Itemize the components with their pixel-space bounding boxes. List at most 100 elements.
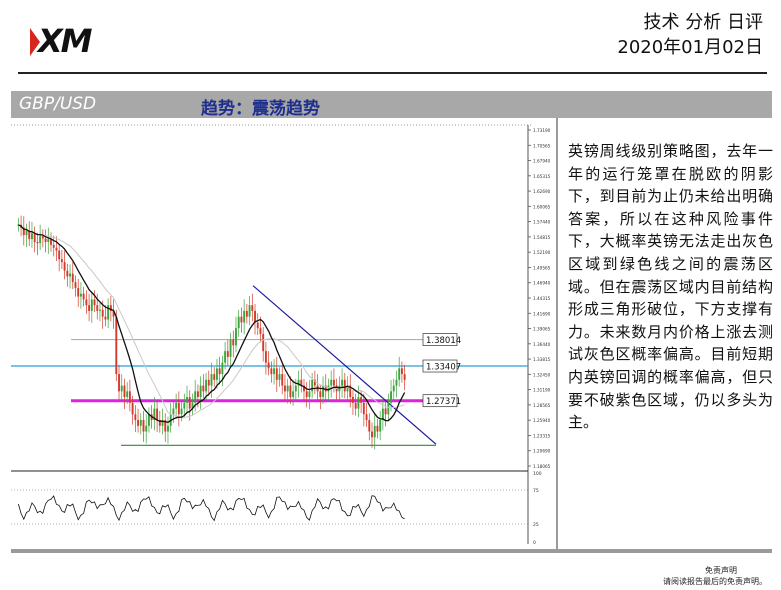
level-label-1: 1.38014 (426, 336, 461, 346)
candle-body (245, 310, 248, 317)
candle-body (226, 351, 229, 357)
candle-body (96, 305, 99, 311)
candle-body (93, 299, 96, 306)
logo-chevron-icon (30, 28, 40, 56)
candle-body (232, 339, 235, 346)
level-label-2: 1.33407 (426, 363, 461, 373)
candle-body (183, 402, 186, 409)
oscillator-line (18, 495, 405, 522)
candle-body (376, 425, 379, 432)
candle-body (47, 239, 50, 242)
candle-body (254, 310, 256, 323)
candle-body (107, 305, 110, 320)
candle-body (142, 420, 145, 432)
y-tick-label: 1.23315 (533, 433, 551, 438)
candle-body (41, 236, 44, 239)
candle-body (164, 420, 167, 432)
candle-body (289, 385, 292, 398)
candle-body (188, 397, 191, 409)
candle-body (381, 408, 384, 421)
candle-body (300, 379, 303, 386)
candle-body (52, 244, 55, 248)
candle-body (308, 391, 311, 398)
candle-body (281, 374, 284, 386)
y-tick-label: 1.31190 (533, 388, 551, 393)
trend-label: 趋势：震荡趋势 (201, 99, 320, 119)
y-tick-label: 1.32450 (533, 372, 551, 377)
candle-body (313, 379, 316, 386)
level-label-3: 1.27371 (426, 397, 461, 407)
candle-body (66, 270, 69, 277)
footer-divider (11, 549, 772, 553)
candle-body (191, 402, 194, 409)
candle-body (69, 273, 71, 277)
moving-average-fast (18, 224, 406, 423)
y-tick-label: 1.60065 (533, 204, 551, 209)
candle-body (283, 385, 286, 392)
candle-body (221, 362, 224, 375)
y-tick-label: 1.54815 (533, 235, 551, 240)
title-banner: GBP/USD 趋势：震荡趋势 (11, 91, 772, 119)
candle-body (131, 402, 134, 415)
candle-body (395, 379, 398, 386)
y-tick-label: 1.39065 (533, 327, 551, 332)
candle-body (390, 391, 392, 403)
y-tick-label: 1.20690 (533, 449, 551, 454)
trendline (252, 285, 437, 445)
y-tick-label: 1.49565 (533, 265, 551, 270)
y-tick-label: 1.67940 (533, 159, 551, 164)
candle-body (158, 420, 161, 426)
candle-body (218, 368, 221, 375)
candle-body (161, 420, 164, 426)
candle-body (365, 414, 368, 421)
candle-body (50, 239, 52, 245)
candle-body (137, 420, 140, 426)
candle-body (373, 425, 376, 438)
candle-body (294, 385, 297, 392)
candle-body (167, 425, 169, 432)
candle-body (398, 368, 401, 380)
candle-body (33, 233, 36, 242)
candle-body (145, 425, 148, 432)
candle-body (71, 273, 74, 283)
candle-body (322, 385, 324, 398)
currency-pair: GBP/USD (19, 94, 97, 114)
y-tick-label: 1.33815 (533, 357, 551, 362)
candle-body (343, 379, 346, 392)
candle-body (264, 351, 267, 363)
y-tick-label: 1.25940 (533, 418, 551, 423)
candle-body (120, 385, 123, 392)
analysis-text: 英镑周线级别策略图，去年一年的运行笼罩在脱欧的阴影下，到目前为止仍未给出明确答案… (568, 142, 773, 432)
y-tick-label: 1.46940 (533, 281, 551, 286)
oscillator-level-label: 0 (533, 540, 536, 546)
candle-body (371, 431, 373, 438)
disclaimer: 免责声明 请阅读报告最后的免责声明。 (663, 565, 767, 587)
candle-body (400, 368, 403, 375)
y-tick-label: 1.44315 (533, 296, 551, 301)
candle-body (153, 408, 156, 421)
candle-body (79, 293, 82, 297)
candle-body (194, 391, 197, 403)
candle-body (297, 379, 300, 386)
y-tick-label: 1.52190 (533, 250, 551, 255)
candle-body (104, 316, 107, 320)
candle-body (31, 233, 33, 240)
candle-body (235, 328, 237, 346)
oscillator-level-label: 25 (533, 522, 539, 528)
candle-body (112, 310, 115, 317)
candle-body (85, 299, 88, 306)
candle-body (270, 368, 273, 375)
candle-body (303, 385, 305, 392)
candle-body (156, 408, 159, 421)
candle-body (202, 385, 205, 392)
candle-body (99, 309, 101, 311)
candle-body (123, 385, 126, 398)
candle-body (262, 333, 265, 352)
y-tick-label: 1.28565 (533, 403, 551, 408)
candle-body (273, 368, 276, 375)
candle-body (267, 362, 270, 369)
candle-body (199, 385, 202, 398)
candle-body (403, 374, 406, 380)
header-divider (18, 72, 767, 74)
candle-body (352, 397, 354, 403)
